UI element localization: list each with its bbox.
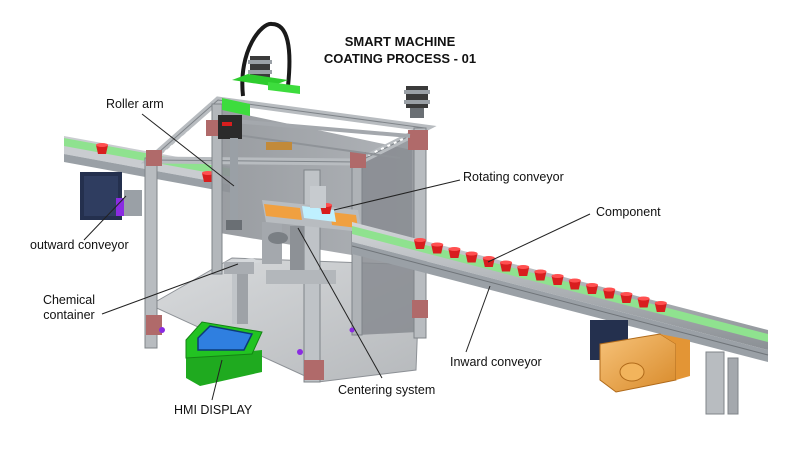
mount-block bbox=[218, 98, 250, 139]
label-hmi-display: HMI DISPLAY bbox=[174, 403, 253, 417]
leader-centering-system bbox=[297, 227, 383, 379]
label-chemical-container-line-2: container bbox=[43, 308, 95, 322]
label-rotating-conveyor: Rotating conveyor bbox=[463, 170, 564, 184]
leader-rotating-conveyor bbox=[333, 179, 461, 211]
component-cup bbox=[517, 265, 530, 276]
label-component: Component bbox=[596, 205, 661, 219]
diagram-title: SMART MACHINE COATING PROCESS - 01 bbox=[300, 33, 500, 67]
label-outward-conveyor: outward conveyor bbox=[30, 238, 129, 252]
component-cup bbox=[414, 238, 426, 249]
cable bbox=[240, 22, 292, 97]
component-cup bbox=[551, 274, 564, 285]
label-centering-system: Centering system bbox=[338, 383, 436, 397]
component-cup bbox=[448, 247, 461, 258]
leader-roller-arm bbox=[141, 113, 235, 187]
stepper-motor bbox=[404, 86, 430, 118]
component-cup bbox=[568, 278, 581, 290]
component-cup bbox=[637, 296, 650, 308]
leader-lines bbox=[83, 113, 591, 401]
leader-hmi-display bbox=[211, 359, 223, 401]
corner-bracket bbox=[350, 152, 366, 168]
label-roller-arm: Roller arm bbox=[106, 97, 164, 111]
outward-cup bbox=[202, 171, 214, 182]
component-cup bbox=[620, 292, 633, 303]
leader-inward-conveyor bbox=[465, 285, 491, 353]
component-cup bbox=[603, 287, 616, 299]
corner-bracket bbox=[412, 300, 428, 318]
conveyor-leg bbox=[705, 351, 725, 415]
component-cup bbox=[534, 269, 547, 281]
roller-arm bbox=[226, 138, 242, 230]
outward-motor bbox=[80, 172, 142, 220]
chemical-container bbox=[224, 258, 262, 324]
inward-cups bbox=[414, 238, 667, 312]
corner-bracket bbox=[146, 315, 162, 335]
component-cup bbox=[465, 251, 478, 263]
rotating-conveyor bbox=[262, 186, 362, 232]
label-inward-conveyor: Inward conveyor bbox=[450, 355, 542, 369]
title-line-2: COATING PROCESS - 01 bbox=[323, 51, 477, 66]
inward-motor bbox=[590, 320, 690, 393]
outward-cup bbox=[96, 143, 108, 154]
corner-bracket bbox=[408, 130, 428, 150]
component-cup bbox=[654, 301, 667, 312]
inward-conveyor bbox=[351, 222, 769, 415]
component-cup bbox=[500, 260, 512, 272]
hmi-display bbox=[185, 321, 263, 386]
label-chemical-container-line-1: Chemical bbox=[42, 293, 96, 307]
frame-post bbox=[211, 103, 223, 275]
hmi-screen bbox=[197, 325, 254, 351]
frame-post bbox=[413, 127, 427, 339]
leader-component bbox=[487, 213, 591, 263]
component-cup bbox=[431, 242, 444, 254]
label-chemical-container: Chemical container bbox=[28, 293, 110, 323]
stepper-motor bbox=[232, 56, 300, 94]
centering-system bbox=[262, 222, 336, 284]
leader-chemical-container bbox=[101, 263, 239, 315]
corner-bracket bbox=[146, 150, 162, 166]
component-cup bbox=[586, 283, 598, 294]
leader-outward-conveyor bbox=[83, 195, 127, 241]
corner-bracket bbox=[304, 360, 324, 380]
title-line-1: SMART MACHINE bbox=[344, 34, 456, 49]
conveyor-leg bbox=[727, 357, 739, 415]
